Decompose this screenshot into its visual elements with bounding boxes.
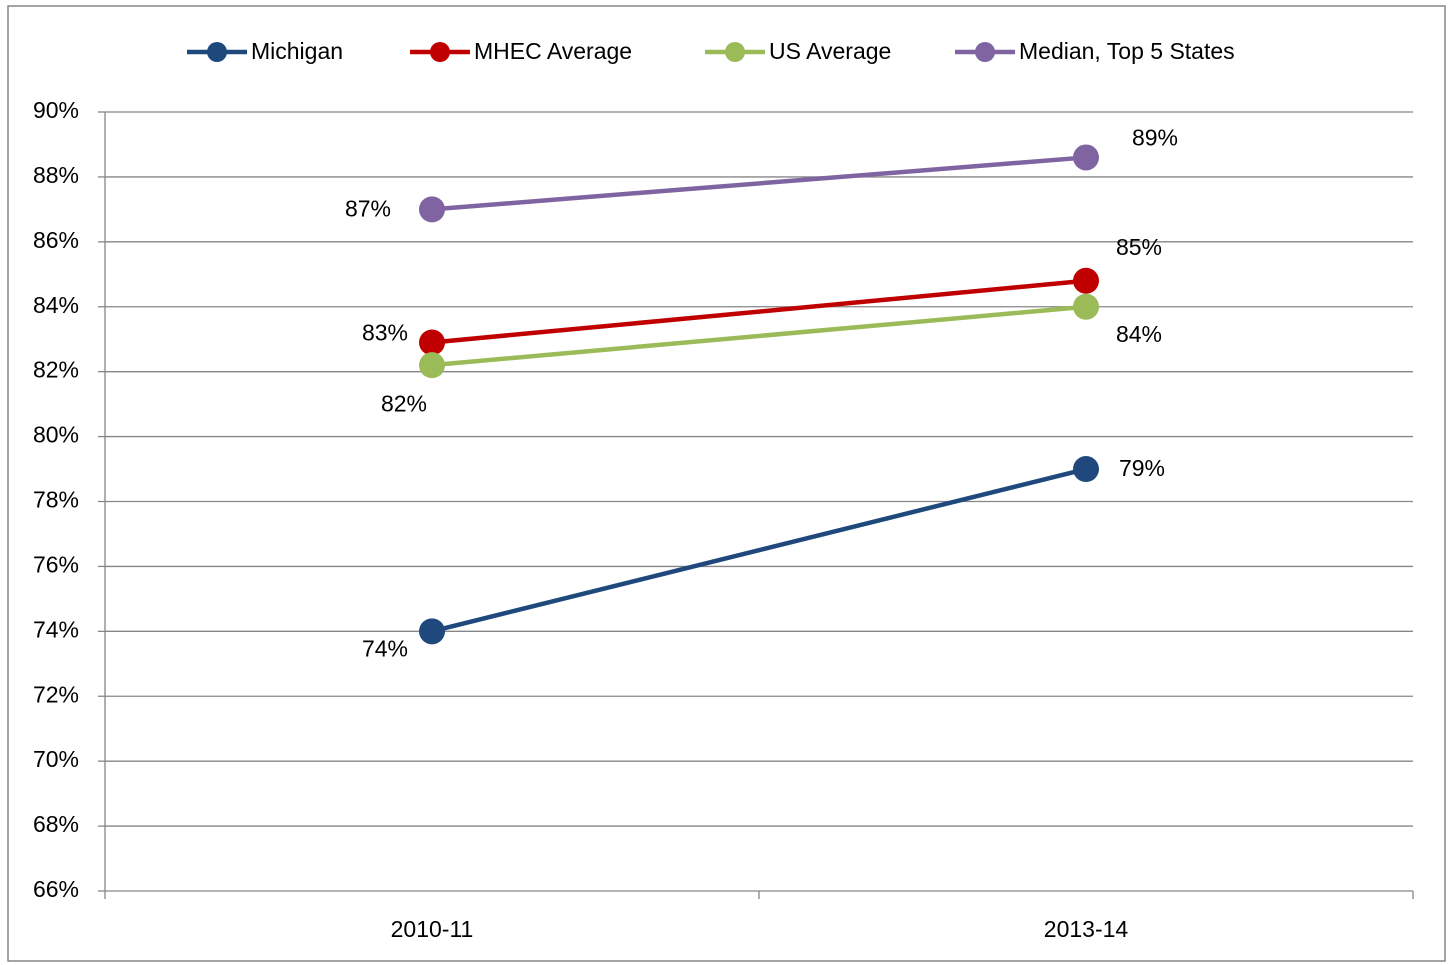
data-point [419, 352, 445, 379]
x-tick-label: 2013-14 [1044, 916, 1129, 942]
series-line [431, 466, 1087, 634]
y-tick-label: 68% [33, 811, 79, 837]
legend-label: Michigan [251, 38, 343, 64]
data-point [1073, 293, 1099, 320]
x-tick-label: 2010-11 [391, 916, 474, 942]
y-tick-label: 70% [33, 746, 79, 772]
legend-label: MHEC Average [474, 38, 632, 64]
series-line [431, 304, 1087, 368]
y-tick-label: 80% [33, 422, 79, 448]
y-tick-label: 82% [33, 357, 79, 383]
data-label: 79% [1119, 455, 1165, 481]
data-point [419, 329, 445, 356]
y-tick-label: 90% [33, 97, 79, 123]
legend-label: Median, Top 5 States [1019, 38, 1235, 64]
data-point [1073, 144, 1099, 171]
data-label: 89% [1132, 125, 1178, 151]
y-tick-label: 76% [33, 551, 79, 577]
legend-label: US Average [769, 38, 891, 64]
data-point [419, 196, 445, 223]
data-label: 82% [381, 390, 427, 416]
series-line [431, 278, 1087, 345]
legend-marker [207, 42, 227, 62]
data-label: 84% [1116, 321, 1162, 347]
data-label: 85% [1116, 234, 1162, 260]
y-tick-label: 74% [33, 616, 79, 642]
data-label: 87% [345, 195, 391, 221]
legend-marker [725, 42, 745, 62]
data-label: 74% [362, 635, 408, 661]
chart-border [7, 5, 1446, 962]
data-point [1073, 267, 1099, 294]
data-label: 83% [362, 320, 408, 346]
y-tick-label: 86% [33, 227, 79, 253]
data-point [419, 618, 445, 645]
series-line [431, 155, 1087, 212]
y-tick-label: 72% [33, 681, 79, 707]
legend-marker [430, 42, 450, 62]
y-tick-label: 66% [33, 876, 79, 902]
legend-marker [975, 42, 995, 62]
data-point [1073, 456, 1099, 483]
y-tick-label: 84% [33, 292, 79, 318]
y-tick-label: 78% [33, 487, 79, 513]
y-tick-label: 88% [33, 162, 79, 188]
